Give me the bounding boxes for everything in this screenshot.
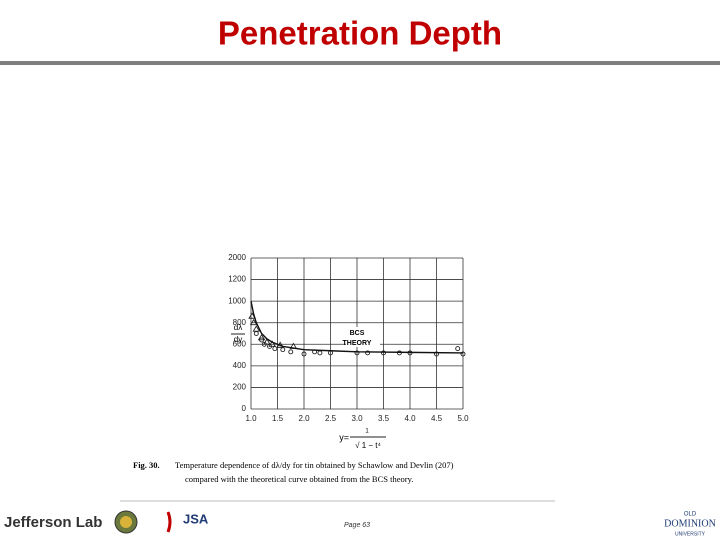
caption-line: Temperature dependence of dλ/dy for tin … xyxy=(175,460,454,470)
data-point xyxy=(267,343,272,349)
data-point xyxy=(259,337,265,343)
x-tick-label: 4.5 xyxy=(431,414,443,423)
formula-lhs: y= xyxy=(339,432,349,442)
x-tick-label: 2.0 xyxy=(298,414,310,423)
x-tick-label: 3.5 xyxy=(378,414,390,423)
annotation-bg xyxy=(346,327,380,347)
x-tick-label: 1.0 xyxy=(245,414,257,423)
data-point xyxy=(301,351,307,357)
y-tick-label: 400 xyxy=(233,361,247,370)
data-point xyxy=(253,331,259,336)
logo-swoosh xyxy=(166,511,172,533)
data-point xyxy=(249,318,258,326)
x-tick-label: 2.5 xyxy=(325,414,337,423)
page-number: Page 63 xyxy=(344,522,370,529)
data-point xyxy=(263,338,271,345)
logo-text: OLD xyxy=(684,512,697,518)
caption-line: compared with the theoretical curve obta… xyxy=(185,474,413,484)
data-point xyxy=(460,351,466,357)
data-point xyxy=(257,333,266,341)
logo-text: DOMINION xyxy=(664,518,716,529)
caption-label: Fig. 30. xyxy=(133,460,160,470)
data-point xyxy=(317,350,323,356)
formula-num: 1 xyxy=(365,429,369,435)
y-tick-label: 1000 xyxy=(228,296,246,305)
logo-text: UNIVERSITY xyxy=(675,531,706,537)
data-point xyxy=(365,350,371,356)
y-tick-label: 0 xyxy=(242,404,247,413)
y-label-den: dy xyxy=(234,335,242,344)
data-point xyxy=(381,350,386,356)
y-tick-label: 2000 xyxy=(228,253,246,262)
y-label-num: dλ xyxy=(234,323,242,332)
y-tick-label: 800 xyxy=(233,318,247,327)
x-tick-label: 3.0 xyxy=(351,414,363,423)
data-point xyxy=(455,346,461,352)
slide-title: Penetration Depth xyxy=(218,15,502,52)
annotation: THEORY xyxy=(343,340,372,347)
data-point xyxy=(272,346,278,352)
data-point xyxy=(280,347,286,353)
formula-den: √ 1 − t⁴ xyxy=(355,441,381,450)
logo-text: JSA xyxy=(183,511,209,526)
x-tick-label: 5.0 xyxy=(457,414,469,423)
x-tick-label: 1.5 xyxy=(272,414,284,423)
x-tick-label: 4.0 xyxy=(404,414,416,423)
y-tick-label: 1200 xyxy=(228,275,246,284)
data-point xyxy=(288,349,294,355)
figure: 20001200100080060040020005.04.54.03.53.0… xyxy=(133,253,469,484)
theory-curve xyxy=(250,301,464,354)
data-point xyxy=(261,341,267,347)
logo-emblem xyxy=(120,516,132,528)
annotation: BCS xyxy=(350,330,365,337)
y-tick-label: 600 xyxy=(233,339,247,348)
logo-text: Jefferson Lab xyxy=(4,514,102,531)
title-rule xyxy=(0,61,720,65)
y-tick-label: 200 xyxy=(233,383,247,392)
data-point xyxy=(354,350,360,356)
data-point xyxy=(268,340,276,347)
